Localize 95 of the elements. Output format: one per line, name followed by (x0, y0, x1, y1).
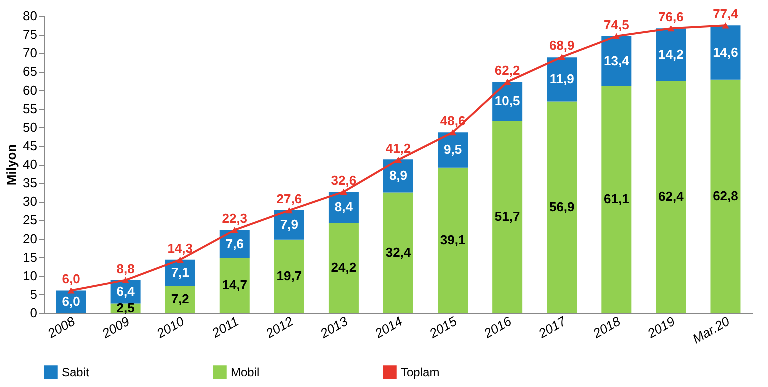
data-label: 32,6 (331, 172, 357, 188)
data-label: 10,5 (494, 94, 520, 109)
data-label: 6,0 (62, 294, 80, 309)
y-tick-label: 0 (30, 306, 38, 320)
y-tick-label: 5 (30, 286, 38, 302)
data-label: 56,9 (549, 199, 575, 214)
data-label: 7,2 (171, 292, 190, 307)
data-label: 14,7 (222, 278, 248, 293)
x-tick-label: 2011 (208, 314, 242, 342)
data-label: 62,2 (494, 63, 520, 78)
data-label: 22,3 (222, 211, 248, 226)
x-tick-label: 2012 (262, 313, 297, 342)
y-tick-label: 65 (23, 64, 38, 80)
data-label: 7,6 (226, 236, 244, 252)
point (68, 288, 75, 294)
legend-label: Mobil (231, 365, 260, 380)
data-label: 32,4 (386, 244, 412, 260)
point (176, 256, 184, 263)
data-label: 14,3 (168, 240, 193, 256)
data-label: 2,5 (116, 300, 135, 316)
point (450, 130, 457, 136)
data-label: 62,8 (713, 188, 738, 204)
x-tick-label: 2008 (44, 313, 78, 342)
bar (165, 286, 196, 313)
bar (438, 168, 468, 313)
data-label: 7,9 (280, 217, 298, 232)
y-tick-label: 80 (23, 8, 38, 24)
point (668, 26, 675, 32)
data-label: 6,0 (62, 272, 80, 287)
legend-label: Toplam (401, 365, 440, 380)
data-label: 74,5 (604, 17, 630, 32)
x-tick-label: 2015 (426, 313, 460, 342)
y-tick-label: 60 (23, 82, 38, 98)
data-label: 19,7 (276, 268, 302, 284)
x-tick-label: 2016 (480, 313, 515, 342)
x-tick-label: 2018 (590, 313, 624, 342)
y-tick-label: 70 (23, 46, 38, 61)
data-label: 76,6 (658, 10, 684, 25)
data-label: 7,1 (171, 265, 190, 280)
point (286, 207, 293, 214)
y-tick-label: 35 (23, 176, 38, 191)
data-label: 61,1 (604, 192, 630, 207)
bar (274, 240, 304, 313)
bar (547, 102, 578, 313)
y-tick-label: 25 (23, 212, 38, 228)
x-tick-label: 2013 (317, 313, 352, 342)
bar (492, 121, 523, 313)
point (394, 156, 402, 164)
bar (656, 28, 686, 82)
data-label: 13,4 (604, 53, 630, 68)
x-tick-label: 2014 (372, 314, 405, 342)
data-label: 14,2 (658, 46, 684, 62)
bar (384, 192, 414, 313)
bar (602, 86, 632, 313)
data-label: 8,4 (334, 200, 354, 215)
y-tick-label: 75 (23, 27, 38, 42)
bar (656, 81, 686, 313)
data-label: 51,7 (494, 209, 520, 224)
data-label: 8,9 (389, 168, 408, 184)
data-label: 27,6 (276, 192, 302, 207)
bar (710, 26, 741, 80)
y-axis-title: Milyon (4, 144, 20, 186)
x-tick-label: 2009 (98, 314, 132, 342)
y-tick-label: 40 (23, 157, 38, 172)
y-tick-label: 30 (23, 194, 38, 210)
y-tick-label: 45 (23, 138, 38, 154)
point (231, 227, 238, 234)
data-label: 9,5 (444, 142, 462, 158)
legend-label: Sabit (62, 365, 90, 380)
data-label: 24,2 (331, 260, 357, 276)
data-label: 62,4 (658, 189, 685, 204)
point (122, 277, 130, 284)
bar (710, 80, 741, 313)
data-label: 14,6 (713, 44, 738, 60)
x-tick-label: 2019 (644, 314, 678, 342)
bar (328, 223, 359, 313)
point (558, 54, 566, 60)
point (340, 188, 348, 196)
point (613, 33, 620, 40)
y-tick-label: 50 (23, 120, 38, 135)
point (722, 22, 730, 29)
data-label: 11,9 (550, 72, 574, 87)
bar (220, 258, 250, 313)
y-tick-label: 15 (23, 250, 38, 265)
data-label: 77,4 (713, 6, 740, 22)
data-label: 68,9 (549, 38, 575, 54)
y-tick-label: 20 (23, 231, 38, 246)
point (504, 79, 512, 86)
data-label: 39,1 (440, 232, 466, 248)
data-label: 6,4 (116, 284, 136, 299)
data-label: 8,8 (116, 261, 135, 276)
y-tick-label: 10 (23, 268, 38, 284)
data-label: 41,2 (386, 141, 412, 156)
x-tick-label: 2010 (153, 313, 188, 342)
y-tick-label: 55 (23, 101, 38, 116)
